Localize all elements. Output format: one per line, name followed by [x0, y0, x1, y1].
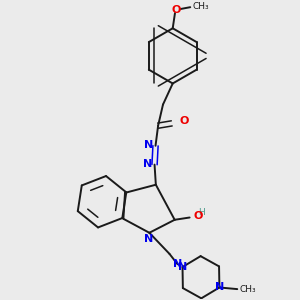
Text: CH₃: CH₃ [240, 285, 256, 294]
Text: O: O [194, 211, 203, 221]
Text: N: N [144, 140, 153, 150]
Text: O: O [179, 116, 189, 126]
Text: H: H [198, 208, 205, 217]
Text: CH₃: CH₃ [192, 2, 209, 11]
Text: N: N [173, 259, 182, 269]
Text: O: O [172, 5, 181, 15]
Text: N: N [143, 159, 152, 169]
Text: N: N [215, 283, 224, 292]
Text: N: N [144, 234, 153, 244]
Text: N: N [178, 262, 187, 272]
